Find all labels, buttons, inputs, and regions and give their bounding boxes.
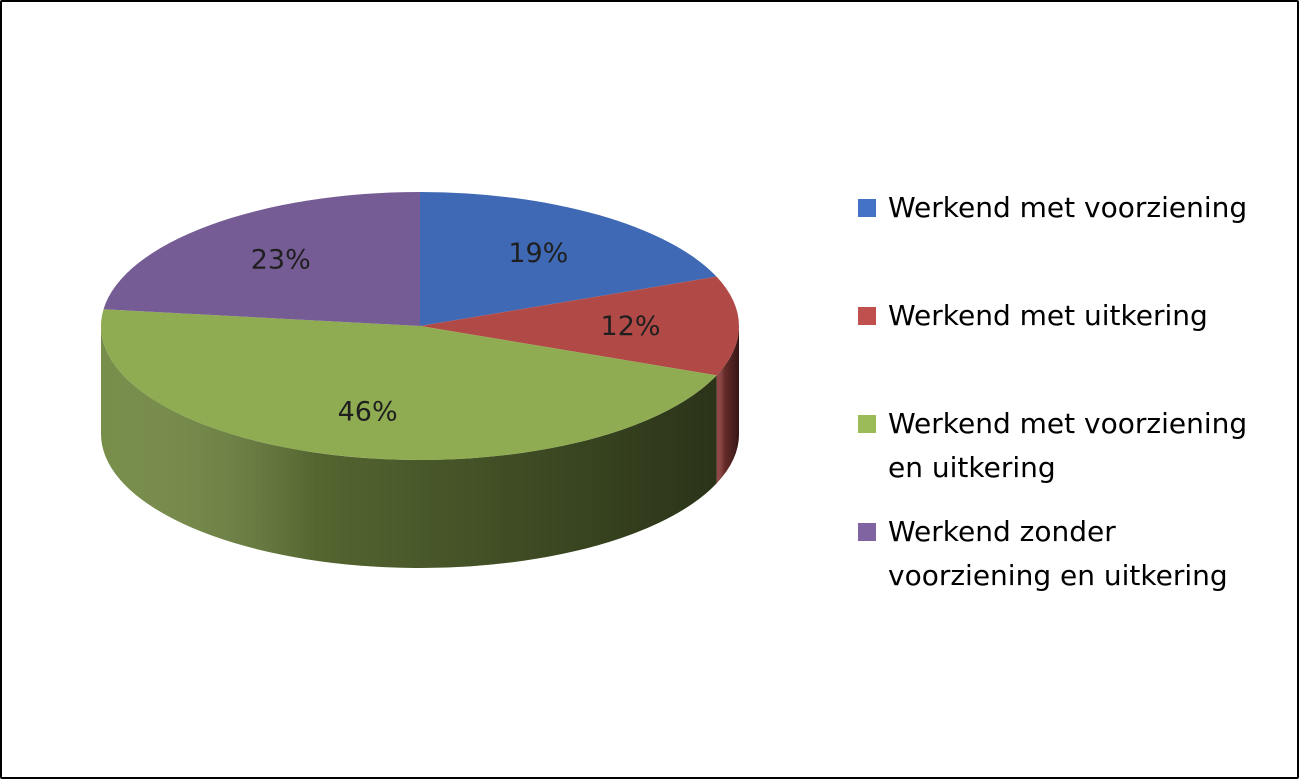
legend-item-werkend-zonder-voorziening-en-uitkering: Werkend zonder voorziening en uitkering — [854, 510, 1284, 598]
pie-slice-werkend-met-voorziening-en-uitkering — [101, 309, 717, 460]
legend-label: Werkend met uitkering — [888, 299, 1208, 332]
data-label-werkend-zonder-voorziening-en-uitkering: 23% — [251, 245, 311, 276]
pie-side-shading — [101, 326, 717, 568]
pie-slice-werkend-met-uitkering — [420, 276, 739, 376]
legend-item-werkend-met-voorziening: Werkend met voorziening — [854, 186, 1247, 230]
pie-top-layer — [101, 192, 739, 460]
legend-swatch — [858, 307, 876, 325]
data-label-werkend-met-voorziening: 19% — [508, 238, 568, 269]
legend-label: Werkend zonder voorziening en uitkering — [888, 515, 1228, 592]
pie-slice-werkend-zonder-voorziening-en-uitkering — [103, 192, 420, 326]
pie-slice-werkend-met-voorziening — [420, 192, 717, 326]
data-label-werkend-met-uitkering: 12% — [601, 311, 661, 342]
legend-swatch — [858, 415, 876, 433]
legend-label: Werkend met voorziening — [888, 191, 1248, 224]
legend-item-werkend-met-voorziening-en-uitkering: Werkend met voorziening en uitkering — [854, 402, 1284, 490]
pie-label-layer: 19% 12% 46% 23% — [251, 238, 661, 428]
pie-side-layer — [101, 326, 739, 568]
pie-side-shading — [716, 326, 739, 484]
legend-label: Werkend met voorziening en uitkering — [888, 407, 1248, 484]
legend-swatch — [858, 199, 876, 217]
legend-swatch — [858, 523, 876, 541]
legend-item-werkend-met-uitkering: Werkend met uitkering — [854, 294, 1208, 338]
data-label-werkend-met-voorziening-en-uitkering: 46% — [338, 397, 398, 428]
